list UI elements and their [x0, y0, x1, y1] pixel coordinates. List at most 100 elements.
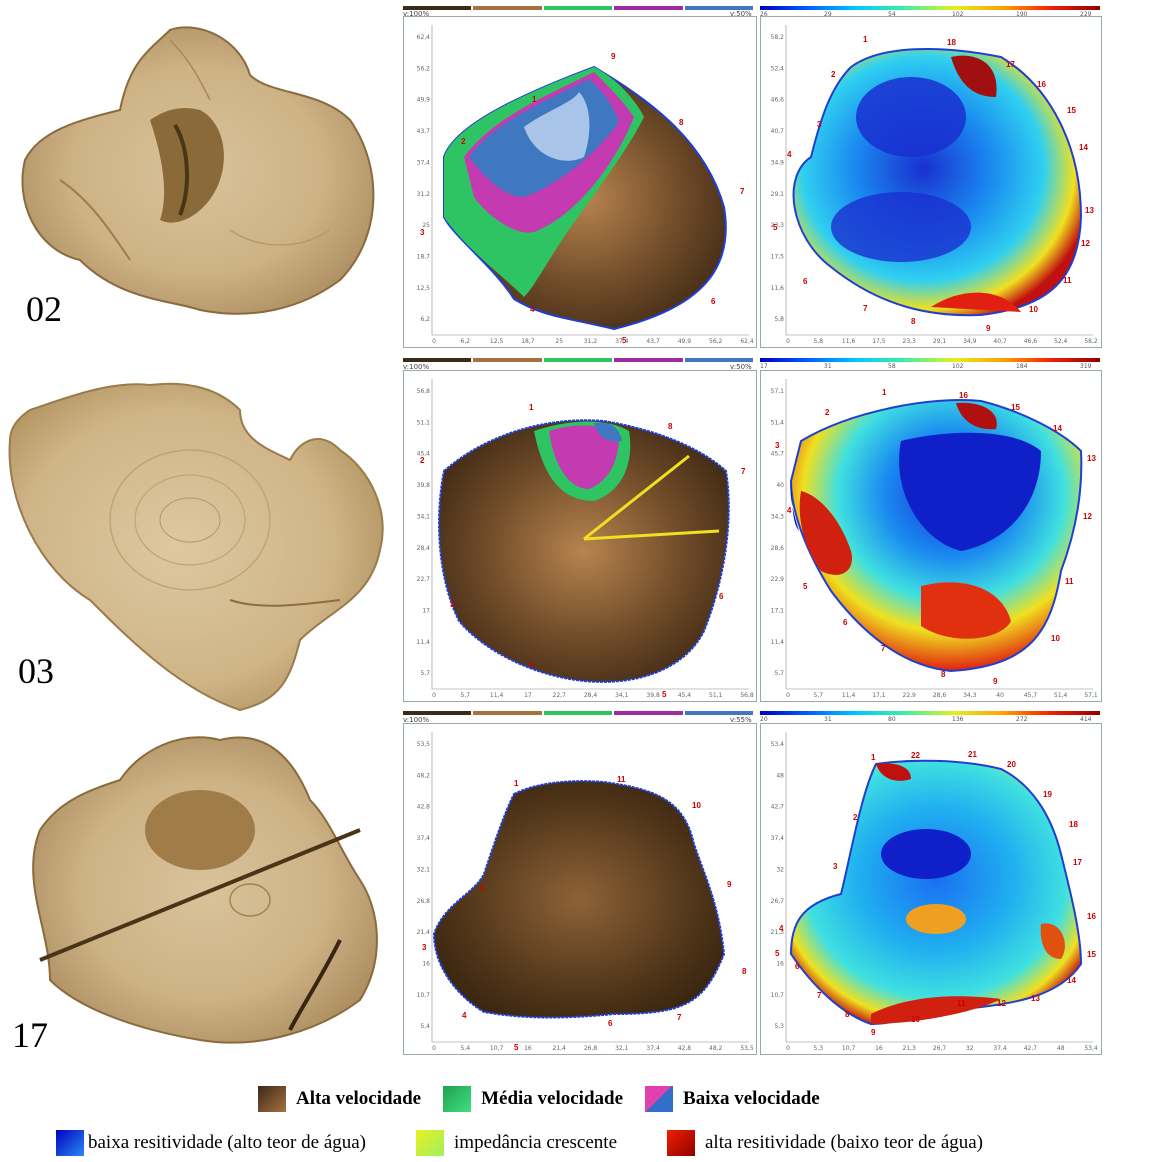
- vel-pt-03-5: 5: [662, 690, 667, 699]
- legend-baixa: Baixa velocidade: [683, 1088, 820, 1109]
- x-tick-label: 56,2: [709, 338, 723, 345]
- x-tick-label: 0: [786, 1045, 790, 1052]
- x-tick-label: 22,9: [903, 692, 917, 699]
- legend-swatch-baixa: [645, 1086, 674, 1112]
- scale-number: 58: [888, 363, 896, 370]
- y-tick-label: 11,6: [771, 285, 785, 292]
- res-pt-03-15: 15: [1011, 403, 1020, 412]
- velocity-points-02: 1 2 3 4 5 6 7 8 9: [420, 52, 745, 345]
- x-tick-label: 0: [432, 1045, 436, 1052]
- vel-pt-02-8: 8: [679, 118, 684, 127]
- vel-xticks-03: 0 5,7 11,4 17 22,7 28,4 34,1 39,8 45,4 51,1 56,8: [432, 692, 754, 699]
- res-pt-03-1: 1: [882, 388, 887, 397]
- scale-number: 17: [760, 363, 768, 370]
- res-pt-03-10: 10: [1051, 634, 1060, 643]
- y-tick-label: 42,7: [771, 804, 785, 811]
- x-tick-label: 37,4: [993, 1045, 1007, 1052]
- row-label-17: 17: [12, 1015, 48, 1055]
- x-tick-label: 28,6: [933, 692, 947, 699]
- res-pt-17-12: 12: [997, 999, 1006, 1008]
- x-tick-label: 17: [524, 692, 532, 699]
- y-tick-label: 53,4: [771, 741, 785, 748]
- scale-number: 190: [1016, 11, 1028, 18]
- x-tick-label: 53,4: [1084, 1045, 1098, 1052]
- y-tick-label: 58,2: [771, 34, 785, 41]
- x-tick-label: 11,6: [842, 338, 856, 345]
- scale-number: 31: [824, 716, 832, 723]
- y-tick-label: 5,8: [774, 316, 784, 323]
- res-pt-17-2: 2: [853, 813, 858, 822]
- y-tick-label: 28,6: [771, 545, 785, 552]
- velocity-colorbar-03: [403, 358, 755, 362]
- y-tick-label: 37,4: [417, 159, 431, 166]
- res-pt-02-6: 6: [803, 277, 808, 286]
- vel-pt-17-1: 1: [514, 779, 519, 788]
- velocity-legend: Alta velocidade Média velocidade Baixa v…: [258, 1086, 842, 1112]
- y-tick-label: 43,7: [417, 128, 431, 135]
- y-tick-label: 56,2: [417, 65, 431, 72]
- vel-pt-03-6: 6: [719, 592, 724, 601]
- vel-pt-17-10: 10: [692, 801, 701, 810]
- y-tick-label: 17,1: [771, 608, 785, 615]
- res-pt-03-2: 2: [825, 408, 830, 417]
- resistivity-tomogram-03: 1 2 3 4 5 6 7 8 9 10 11 12 13 14 15 16 5…: [760, 370, 1102, 702]
- res-pt-02-10: 10: [1029, 305, 1038, 314]
- vel-yticks-03: 56,8 51,1 45,4 39,8 34,1 28,4 22,7 17 11,4 5,7: [417, 388, 431, 677]
- y-tick-label: 46,6: [771, 97, 785, 104]
- y-tick-label: 5,3: [774, 1023, 784, 1030]
- y-tick-label: 57,1: [771, 388, 785, 395]
- x-tick-label: 51,1: [709, 692, 723, 699]
- y-tick-label: 16: [776, 961, 784, 968]
- x-tick-label: 39,8: [646, 692, 660, 699]
- y-tick-label: 16: [422, 961, 430, 968]
- vel-pt-17-8: 8: [742, 967, 747, 976]
- velocity-tomogram-17: 1 2 3 4 5 6 7 8 9 10 11 53,5 48,2 42,8 37,4…: [403, 723, 757, 1055]
- vel-yticks-02: 62,4 56,2 49,9 43,7 37,4 31,2 25 18,7 12,5 6,2: [417, 34, 431, 323]
- y-tick-label: 29,1: [771, 191, 785, 198]
- x-tick-label: 0: [432, 338, 436, 345]
- x-tick-label: 0: [786, 692, 790, 699]
- vel-xticks-17: 0 5,4 10,7 16 21,4 26,8 32,1 37,4 42,8 48,2 53,5: [432, 1045, 754, 1052]
- x-tick-label: 23,3: [903, 338, 917, 345]
- y-tick-label: 53,5: [417, 741, 431, 748]
- res-pt-17-3: 3: [833, 862, 838, 871]
- legend-swatch-alta: [258, 1086, 286, 1112]
- vel-pt-03-3: 3: [450, 600, 455, 609]
- x-tick-label: 5,3: [814, 1045, 824, 1052]
- legend-swatch-imp: [416, 1130, 445, 1156]
- resistivity-tomogram-02: 1 2 3 4 5 6 7 8 9 10 11 12 13 14 15 16 1…: [760, 16, 1102, 348]
- res-yticks-03: 57,1 51,4 45,7 40 34,3 28,6 22,9 17,1 11,4 5,7: [771, 388, 785, 677]
- vel-pt-03-7: 7: [741, 467, 746, 476]
- resistivity-points-17: 1 2 3 4 5 6 7 8 9 10 11 12 13 14 15 16 1…: [775, 750, 1096, 1037]
- res-pt-02-12: 12: [1081, 239, 1090, 248]
- scale-number: 414: [1080, 716, 1092, 723]
- velocity-colorbar-17: [403, 711, 755, 715]
- x-tick-label: 21,4: [553, 1045, 567, 1052]
- y-tick-label: 28,4: [417, 545, 431, 552]
- res-pt-02-8: 8: [911, 317, 916, 326]
- res-pt-03-13: 13: [1087, 454, 1096, 463]
- res-pt-02-4: 4: [787, 150, 792, 159]
- scale-number: 229: [1080, 11, 1092, 18]
- vel-pt-17-11: 11: [617, 775, 626, 784]
- x-tick-label: 6,2: [461, 338, 471, 345]
- x-tick-label: 34,3: [963, 692, 977, 699]
- res-pt-02-7: 7: [863, 304, 868, 313]
- y-tick-label: 10,7: [771, 992, 785, 999]
- scale-number: 136: [952, 716, 964, 723]
- legend-swatch-res-high: [667, 1130, 695, 1156]
- res-pt-02-16: 16: [1037, 80, 1046, 89]
- res-pt-17-1: 1: [871, 753, 876, 762]
- vel-pt-17-9: 9: [727, 880, 732, 889]
- y-tick-label: 32: [776, 866, 784, 873]
- resistivity-colorbar-17: [760, 711, 1100, 715]
- x-tick-label: 58,2: [1084, 338, 1098, 345]
- x-tick-label: 46,6: [1024, 338, 1038, 345]
- x-tick-label: 10,7: [490, 1045, 504, 1052]
- row-label-02: 02: [26, 289, 62, 329]
- x-tick-label: 48: [1057, 1045, 1065, 1052]
- res-pt-17-17: 17: [1073, 858, 1082, 867]
- res-pt-02-15: 15: [1067, 106, 1076, 115]
- res-pt-17-9: 9: [871, 1028, 876, 1037]
- res-pt-17-19: 19: [1043, 790, 1052, 799]
